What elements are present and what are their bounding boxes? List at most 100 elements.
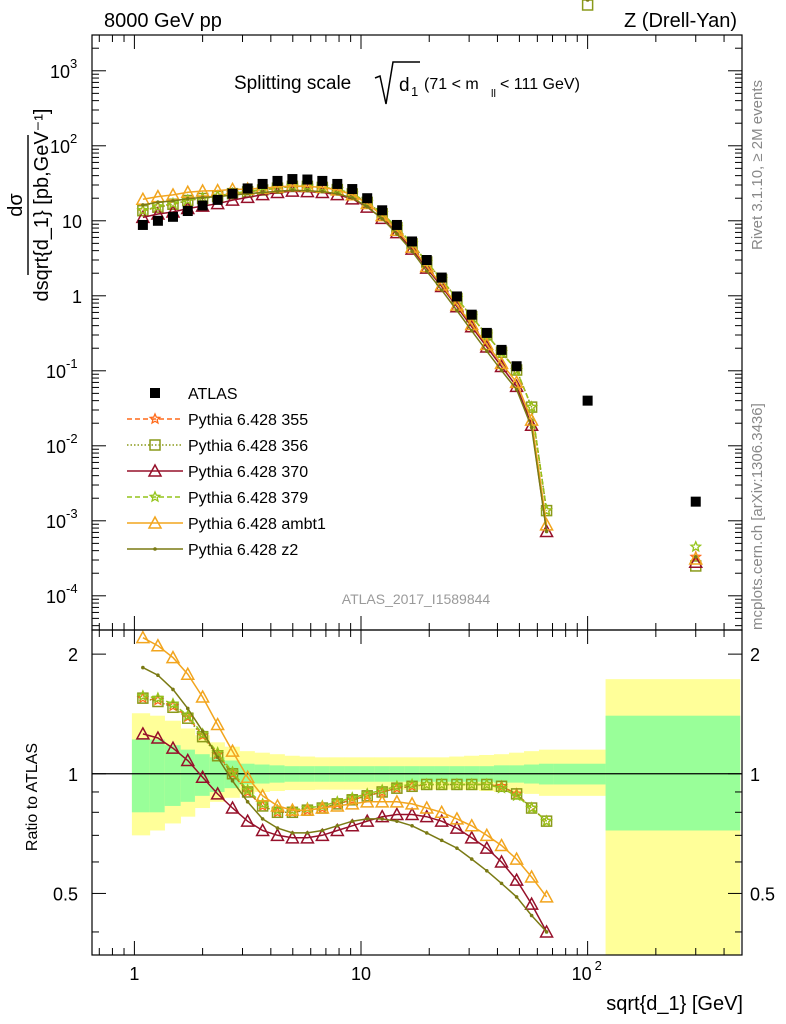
mc-series-marker (499, 368, 504, 373)
mc-series-marker (525, 400, 538, 413)
ratio-series-marker (404, 806, 420, 821)
atlas-point (690, 496, 701, 507)
header-left: 8000 GeV pp (104, 10, 222, 32)
side-text-bottom: mcplots.cern.ch [arXiv:1306.3436] (749, 403, 766, 630)
atlas-point (302, 174, 313, 185)
y-tick-label-exp: -3 (66, 506, 78, 521)
title-sqrt-sub: 1 (411, 84, 418, 99)
title-main: Splitting scale (234, 73, 351, 94)
mc-series-line (142, 185, 548, 511)
ratio-series-marker (270, 827, 285, 842)
plot-title: Splitting scale d 1 (71 < m ll < 111 GeV… (234, 61, 580, 105)
watermark: ATLAS_2017_I1589844 (342, 591, 491, 607)
y-axis-label-bottom: dsqrt{d_1} [pb,GeV⁻¹] (31, 109, 53, 302)
ratio-series-marker (271, 806, 284, 819)
ratio-series-marker (196, 727, 209, 740)
ratio-series-marker (359, 813, 375, 827)
ratio-series-marker (464, 830, 479, 844)
mc-series-line (142, 185, 548, 511)
ratio-series-marker (509, 872, 524, 886)
atlas-point (362, 193, 373, 204)
band-stat-uncertainty (149, 739, 165, 813)
atlas-point (451, 291, 462, 302)
legend-label: Pythia 6.428 355 (188, 412, 308, 429)
ratio-series-marker (465, 777, 479, 790)
ratio-series-marker (390, 779, 404, 792)
ratio-series-marker (200, 729, 205, 733)
atlas-point (317, 175, 328, 186)
title-sqrt-sign (374, 61, 420, 105)
ratio-series-marker (166, 697, 180, 710)
legend: ATLAS Pythia 6.428 355 Pythia 6.428 356 Pyt… (127, 386, 326, 559)
atlas-point (137, 219, 148, 230)
mc-series-marker (539, 523, 554, 538)
ratio-series-marker (165, 740, 181, 754)
ratio-series-line (142, 637, 548, 898)
atlas-point (227, 188, 238, 199)
ratio-series-marker (410, 823, 414, 828)
mc-series-2 (137, 185, 704, 569)
ratio-series-marker (256, 797, 269, 810)
ratio-series-marker (346, 794, 359, 806)
ratio-series-marker (152, 695, 164, 708)
x-axis-label: sqrt{d_1} [GeV] (606, 993, 743, 1015)
ratio-series-marker (305, 831, 310, 835)
ratio-series-marker (180, 666, 196, 680)
ratio-series-marker (256, 799, 269, 812)
ratio-tick-label-right: 0.5 (750, 884, 775, 904)
ratio-series-marker (315, 801, 329, 814)
atlas-point (167, 211, 178, 222)
ratio-series-marker (315, 800, 330, 814)
ratio-series-line (142, 695, 548, 822)
y-tick-label: 10 (46, 512, 66, 532)
mc-series-marker (585, 0, 590, 2)
ratio-series-marker (330, 795, 344, 808)
ratio-series-marker (365, 817, 370, 821)
ratio-y-label: Ratio to ATLAS (24, 743, 41, 851)
ratio-series-marker (141, 665, 145, 670)
ratio-series-marker (225, 800, 240, 814)
mc-series-marker (225, 192, 240, 206)
ratio-series-marker (211, 750, 224, 762)
ratio-series-marker (241, 783, 255, 796)
ratio-series-marker (215, 755, 220, 760)
ratio-series-marker (375, 783, 389, 796)
ratio-series-marker (210, 716, 225, 731)
ratio-series-marker (166, 699, 180, 712)
ratio-series-marker (424, 831, 429, 835)
mc-series-marker (693, 555, 698, 559)
ratio-series-marker (156, 673, 160, 678)
atlas-point (287, 174, 298, 185)
ratio-series-marker (165, 650, 181, 664)
ratio-series-marker (150, 638, 166, 652)
mc-series-marker (290, 188, 295, 193)
atlas-point (332, 178, 343, 189)
ratio-series-4 (135, 630, 554, 903)
ratio-series-marker (275, 826, 280, 830)
mc-series-marker (286, 179, 299, 192)
atlas-point (242, 183, 253, 194)
mc-series-marker (365, 204, 370, 209)
mc-series-marker (320, 189, 325, 194)
x-tick-label: 10 (351, 964, 371, 984)
ratio-series-marker (330, 798, 345, 812)
atlas-point (272, 175, 283, 186)
ratio-series-marker (226, 765, 239, 778)
legend-marker (148, 412, 162, 425)
ratio-series-marker (180, 752, 196, 767)
mc-series-marker (185, 196, 190, 201)
band-stat-uncertainty (209, 757, 225, 792)
ratio-series-marker (151, 691, 165, 704)
mc-series-marker (166, 196, 180, 210)
mc-series-marker (141, 203, 145, 207)
ratio-series-marker (195, 769, 210, 784)
mc-series-line (142, 185, 548, 526)
ratio-tick-label-right: 2 (750, 645, 760, 665)
mc-series-marker (688, 554, 704, 569)
ratio-frame (91, 629, 743, 956)
atlas-point (197, 200, 208, 211)
legend-marker (153, 547, 157, 551)
ratio-series-marker (524, 896, 539, 910)
mc-series-marker (240, 189, 255, 204)
